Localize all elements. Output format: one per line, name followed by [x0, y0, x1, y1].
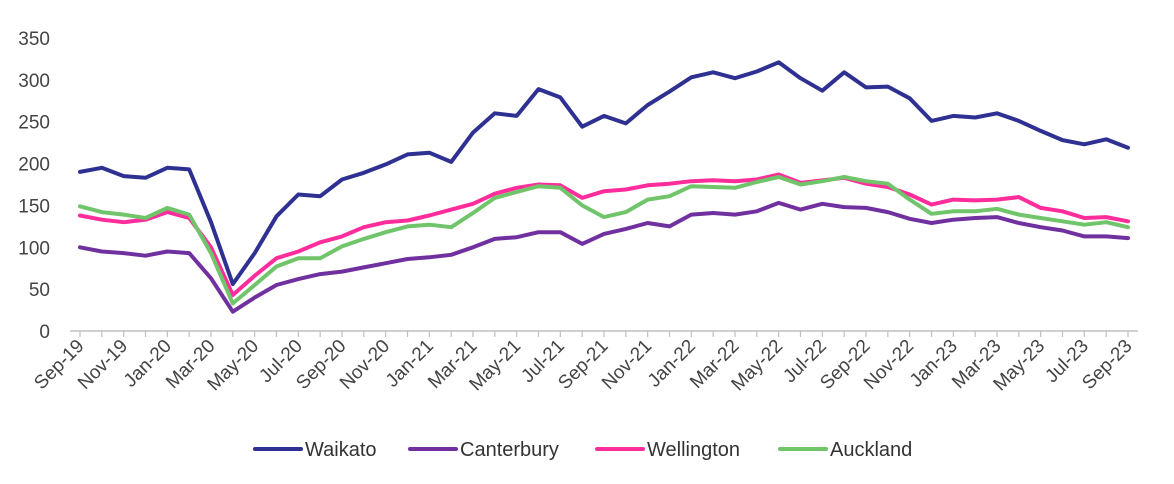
x-axis-tick-labels: Sep-19Nov-19Jan-20Mar-20May-20Jul-20Sep-…: [30, 336, 1136, 396]
y-tick-label: 200: [18, 155, 50, 176]
x-tick-label: Nov-20: [336, 336, 394, 394]
y-tick-label: 250: [18, 113, 50, 134]
y-tick-label: 300: [18, 71, 50, 92]
series-lines: [78, 60, 1130, 314]
series-line-waikato: [78, 60, 1130, 287]
y-tick-label: 150: [18, 196, 50, 217]
series-line-auckland: [78, 175, 1130, 306]
series-line-canterbury: [78, 200, 1130, 314]
legend-label-auckland: Auckland: [830, 439, 912, 461]
x-tick-label: Nov-21: [598, 336, 656, 394]
x-tick-label: Nov-19: [74, 336, 132, 394]
y-tick-label: 100: [18, 238, 50, 259]
y-tick-label: 50: [29, 280, 50, 301]
x-tick-label: Nov-22: [860, 336, 918, 394]
y-axis-ticks: 0 50 100 150 200 250 300 350: [18, 29, 50, 343]
x-tick-label: Sep-23: [1078, 336, 1136, 394]
legend-label-waikato: Waikato: [305, 439, 377, 461]
legend: Waikato Canterbury Wellington Auckland: [253, 439, 912, 461]
series-line-wellington: [78, 172, 1130, 297]
y-tick-label: 0: [39, 322, 50, 343]
legend-label-canterbury: Canterbury: [460, 439, 559, 461]
legend-label-wellington: Wellington: [647, 439, 740, 461]
x-axis-tick-marks: [79, 331, 1129, 337]
y-tick-label: 350: [18, 29, 50, 50]
